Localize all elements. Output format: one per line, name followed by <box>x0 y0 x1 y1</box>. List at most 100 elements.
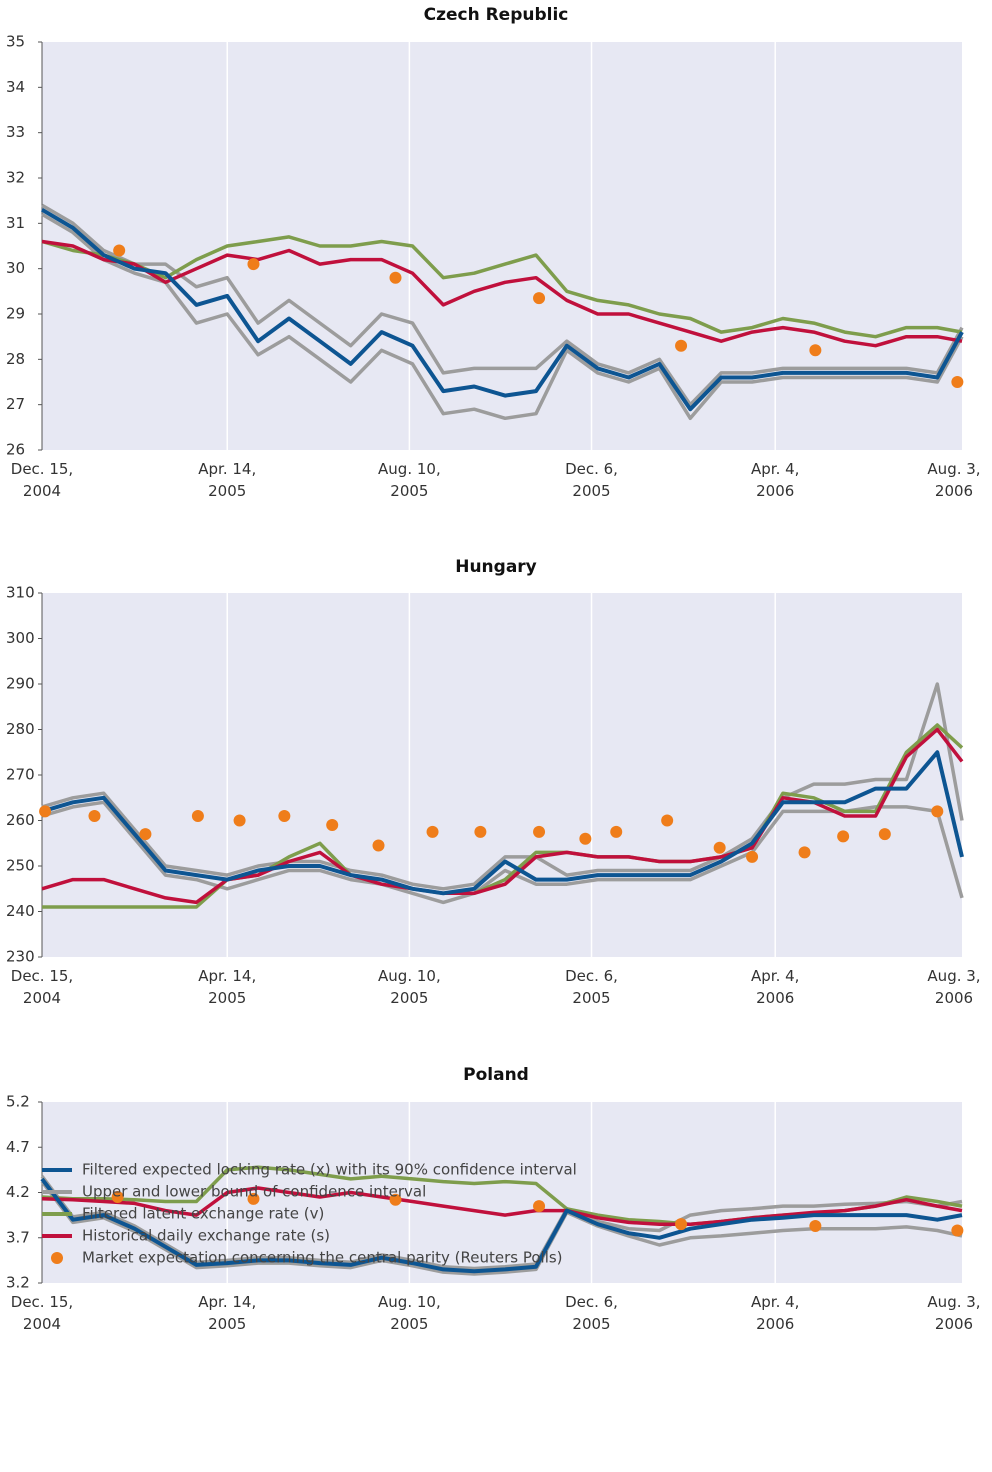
market-dot <box>389 271 402 284</box>
x-tick-label: Dec. 15, 2004 <box>10 967 74 1007</box>
x-tick-label: Apr. 14, 2005 <box>198 460 257 500</box>
x-tick-label: Apr. 4, 2006 <box>751 460 800 500</box>
legend-label: Filtered expected locking rate (x) with … <box>82 1161 577 1179</box>
x-tick-label: Dec. 6, 2005 <box>565 967 618 1007</box>
x-tick-label: Apr. 14, 2005 <box>198 967 257 1007</box>
y-tick-label: 32 <box>6 169 25 187</box>
plot-area <box>42 1102 962 1283</box>
y-tick-label: 29 <box>6 305 25 323</box>
market-dot <box>139 828 152 841</box>
market-dot <box>278 809 291 822</box>
market-dot <box>931 805 944 818</box>
y-tick-label: 230 <box>6 948 35 966</box>
market-dot <box>533 292 546 305</box>
x-tick-label: Dec. 15, 2004 <box>10 1293 74 1333</box>
market-dot <box>533 825 546 838</box>
market-dot <box>675 1218 688 1231</box>
y-tick-label: 3.2 <box>6 1274 30 1292</box>
latent-rate-line <box>41 235 963 339</box>
y-tick-label: 30 <box>6 259 25 277</box>
y-tick-label: 31 <box>6 214 25 232</box>
market-dot <box>233 814 246 827</box>
x-tick-label: Aug. 10, 2005 <box>378 967 441 1007</box>
market-dot <box>426 825 439 838</box>
x-tick-label: Dec. 6, 2005 <box>565 460 618 500</box>
x-tick-label: Aug. 3, 2006 <box>927 1293 981 1333</box>
market-dot <box>474 825 487 838</box>
legend-label: Market expectation concerning the centra… <box>82 1249 563 1267</box>
y-tick-label: 4.7 <box>6 1138 30 1156</box>
market-dot <box>88 809 101 822</box>
x-tick-label: Aug. 10, 2005 <box>378 1293 441 1333</box>
market-dot <box>746 850 759 863</box>
lower-bound-line <box>41 212 964 421</box>
y-tick-label: 35 <box>6 33 25 51</box>
market-dot <box>661 814 674 827</box>
y-tick-label: 310 <box>6 584 35 602</box>
historical-rate-line <box>41 239 963 348</box>
market-dot <box>951 376 964 388</box>
market-dot <box>326 819 339 832</box>
chart-title: Czech Republic <box>424 5 569 25</box>
market-dot <box>39 805 52 818</box>
market-dot <box>610 825 623 838</box>
lower-bound-line <box>41 800 964 905</box>
locking-rate-line <box>40 1177 963 1274</box>
y-tick-label: 290 <box>6 675 35 693</box>
x-tick-label: Dec. 15, 2004 <box>10 460 74 500</box>
legend-label: Upper and lower bound of confidence inte… <box>82 1183 426 1201</box>
locking-rate-line <box>41 750 964 896</box>
y-tick-label: 240 <box>6 902 35 920</box>
y-tick-label: 260 <box>6 811 35 829</box>
y-tick-label: 280 <box>6 720 35 738</box>
market-dot <box>533 1200 546 1213</box>
x-tick-label: Apr. 4, 2006 <box>751 1293 800 1333</box>
y-tick-label: 27 <box>6 395 25 413</box>
market-dot <box>111 1191 124 1204</box>
chart-title: Hungary <box>455 557 537 577</box>
y-tick-label: 270 <box>6 766 35 784</box>
upper-bound-line <box>41 203 964 407</box>
market-dot <box>579 832 592 845</box>
y-tick-label: 26 <box>6 441 25 459</box>
y-tick-label: 33 <box>6 123 25 141</box>
x-tick-label: Aug. 10, 2005 <box>378 460 441 500</box>
market-dot <box>809 1219 822 1232</box>
historical-rate-line <box>41 1186 963 1226</box>
y-tick-label: 34 <box>6 78 25 96</box>
market-dot <box>798 846 811 859</box>
y-tick-label: 300 <box>6 629 35 647</box>
x-tick-label: Dec. 6, 2005 <box>565 1293 618 1333</box>
market-dot <box>951 1224 964 1237</box>
market-dot <box>809 344 822 357</box>
latent-rate-line <box>42 723 964 909</box>
y-tick-label: 28 <box>6 350 25 368</box>
x-tick-label: Aug. 3, 2006 <box>927 967 981 1007</box>
y-tick-label: 250 <box>6 857 35 875</box>
y-tick-label: 3.7 <box>6 1228 30 1246</box>
chart-title: Poland <box>463 1065 529 1085</box>
legend-swatch <box>51 1252 63 1264</box>
market-dot <box>878 828 891 841</box>
market-dot <box>713 841 726 854</box>
market-dot <box>247 258 260 271</box>
legend-label: Filtered latent exchange rate (v) <box>82 1205 324 1223</box>
x-tick-label: Apr. 14, 2005 <box>198 1293 257 1333</box>
y-tick-label: 5.2 <box>6 1093 30 1111</box>
market-dot <box>247 1192 260 1205</box>
x-tick-label: Aug. 3, 2006 <box>927 460 981 500</box>
plot-area <box>42 42 962 450</box>
locking-rate-line <box>40 207 964 412</box>
market-dot <box>389 1193 402 1206</box>
legend-label: Historical daily exchange rate (s) <box>82 1227 330 1245</box>
y-tick-label: 4.2 <box>6 1183 30 1201</box>
plot-area <box>42 593 962 957</box>
upper-bound-line <box>41 682 964 891</box>
market-dot <box>372 839 385 852</box>
x-tick-label: Apr. 4, 2006 <box>751 967 800 1007</box>
market-dot <box>191 809 204 822</box>
market-dot <box>837 830 850 843</box>
market-dot <box>675 339 688 352</box>
